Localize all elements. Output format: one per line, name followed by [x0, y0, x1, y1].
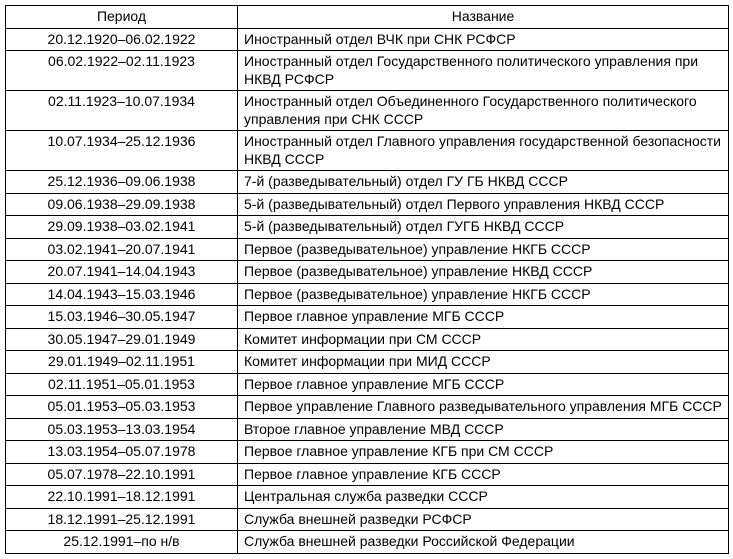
- cell-period: 09.06.1938–29.09.1938: [6, 193, 238, 216]
- cell-period: 15.03.1946–30.05.1947: [6, 306, 238, 329]
- cell-name: Иностранный отдел Объединенного Государс…: [238, 91, 729, 131]
- history-table: Период Название 20.12.1920–06.02.1922Ино…: [5, 5, 729, 554]
- cell-period: 18.12.1991–25.12.1991: [6, 508, 238, 531]
- table-row: 15.03.1946–30.05.1947Первое главное упра…: [6, 306, 729, 329]
- table-row: 13.03.1954–05.07.1978Первое главное упра…: [6, 441, 729, 464]
- table-row: 02.11.1951–05.01.1953Первое главное упра…: [6, 373, 729, 396]
- cell-name: Второе главное управление МВД СССР: [238, 418, 729, 441]
- cell-name: Иностранный отдел ВЧК при СНК РСФСР: [238, 28, 729, 51]
- table-header-row: Период Название: [6, 6, 729, 29]
- col-header-name: Название: [238, 6, 729, 29]
- cell-name: Первое (разведывательное) управление НКГ…: [238, 283, 729, 306]
- cell-period: 05.03.1953–13.03.1954: [6, 418, 238, 441]
- cell-name: Центральная служба разведки СССР: [238, 486, 729, 509]
- cell-name: Первое главное управление КГБ СССР: [238, 463, 729, 486]
- cell-period: 29.01.1949–02.11.1951: [6, 351, 238, 374]
- cell-period: 20.07.1941–14.04.1943: [6, 261, 238, 284]
- table-row: 05.01.1953–05.03.1953Первое управление Г…: [6, 396, 729, 419]
- cell-period: 14.04.1943–15.03.1946: [6, 283, 238, 306]
- cell-name: 5-й (разведывательный) отдел ГУГБ НКВД С…: [238, 216, 729, 239]
- table-row: 20.07.1941–14.04.1943Первое (разведывате…: [6, 261, 729, 284]
- cell-period: 02.11.1923–10.07.1934: [6, 91, 238, 131]
- cell-name: Комитет информации при МИД СССР: [238, 351, 729, 374]
- cell-period: 30.05.1947–29.01.1949: [6, 328, 238, 351]
- table-row: 29.01.1949–02.11.1951Комитет информации …: [6, 351, 729, 374]
- table-row: 30.05.1947–29.01.1949Комитет информации …: [6, 328, 729, 351]
- table-row: 22.10.1991–18.12.1991Центральная служба …: [6, 486, 729, 509]
- cell-period: 02.11.1951–05.01.1953: [6, 373, 238, 396]
- cell-period: 29.09.1938–03.02.1941: [6, 216, 238, 239]
- table-row: 06.02.1922–02.11.1923Иностранный отдел Г…: [6, 51, 729, 91]
- cell-name: Первое главное управление МГБ СССР: [238, 373, 729, 396]
- cell-period: 22.10.1991–18.12.1991: [6, 486, 238, 509]
- cell-name: Комитет информации при СМ СССР: [238, 328, 729, 351]
- cell-period: 25.12.1936–09.06.1938: [6, 171, 238, 194]
- cell-period: 13.03.1954–05.07.1978: [6, 441, 238, 464]
- table-row: 18.12.1991–25.12.1991Служба внешней разв…: [6, 508, 729, 531]
- cell-name: 5-й (разведывательный) отдел Первого упр…: [238, 193, 729, 216]
- table-row: 25.12.1991–по н/вСлужба внешней разведки…: [6, 531, 729, 554]
- cell-period: 03.02.1941–20.07.1941: [6, 238, 238, 261]
- cell-name: Первое управление Главного разведыватель…: [238, 396, 729, 419]
- table-row: 05.07.1978–22.10.1991Первое главное упра…: [6, 463, 729, 486]
- table-row: 10.07.1934–25.12.1936Иностранный отдел Г…: [6, 131, 729, 171]
- table-row: 20.12.1920–06.02.1922Иностранный отдел В…: [6, 28, 729, 51]
- cell-period: 05.01.1953–05.03.1953: [6, 396, 238, 419]
- table-row: 14.04.1943–15.03.1946Первое (разведывате…: [6, 283, 729, 306]
- cell-name: Служба внешней разведки Российской Федер…: [238, 531, 729, 554]
- table-row: 05.03.1953–13.03.1954Второе главное упра…: [6, 418, 729, 441]
- table-row: 29.09.1938–03.02.19415-й (разведывательн…: [6, 216, 729, 239]
- cell-period: 06.02.1922–02.11.1923: [6, 51, 238, 91]
- cell-name: Первое главное управление КГБ при СМ ССС…: [238, 441, 729, 464]
- table-row: 09.06.1938–29.09.19385-й (разведывательн…: [6, 193, 729, 216]
- table-row: 02.11.1923–10.07.1934Иностранный отдел О…: [6, 91, 729, 131]
- cell-period: 25.12.1991–по н/в: [6, 531, 238, 554]
- cell-name: Первое главное управление МГБ СССР: [238, 306, 729, 329]
- col-header-period: Период: [6, 6, 238, 29]
- table-body: 20.12.1920–06.02.1922Иностранный отдел В…: [6, 28, 729, 553]
- cell-name: Служба внешней разведки РСФСР: [238, 508, 729, 531]
- cell-name: Первое (разведывательное) управление НКВ…: [238, 261, 729, 284]
- cell-name: Первое (разведывательное) управление НКГ…: [238, 238, 729, 261]
- cell-period: 10.07.1934–25.12.1936: [6, 131, 238, 171]
- cell-name: Иностранный отдел Главного управления го…: [238, 131, 729, 171]
- cell-period: 20.12.1920–06.02.1922: [6, 28, 238, 51]
- cell-name: Иностранный отдел Государственного полит…: [238, 51, 729, 91]
- table-row: 03.02.1941–20.07.1941Первое (разведывате…: [6, 238, 729, 261]
- table-row: 25.12.1936–09.06.19387-й (разведывательн…: [6, 171, 729, 194]
- cell-name: 7-й (разведывательный) отдел ГУ ГБ НКВД …: [238, 171, 729, 194]
- cell-period: 05.07.1978–22.10.1991: [6, 463, 238, 486]
